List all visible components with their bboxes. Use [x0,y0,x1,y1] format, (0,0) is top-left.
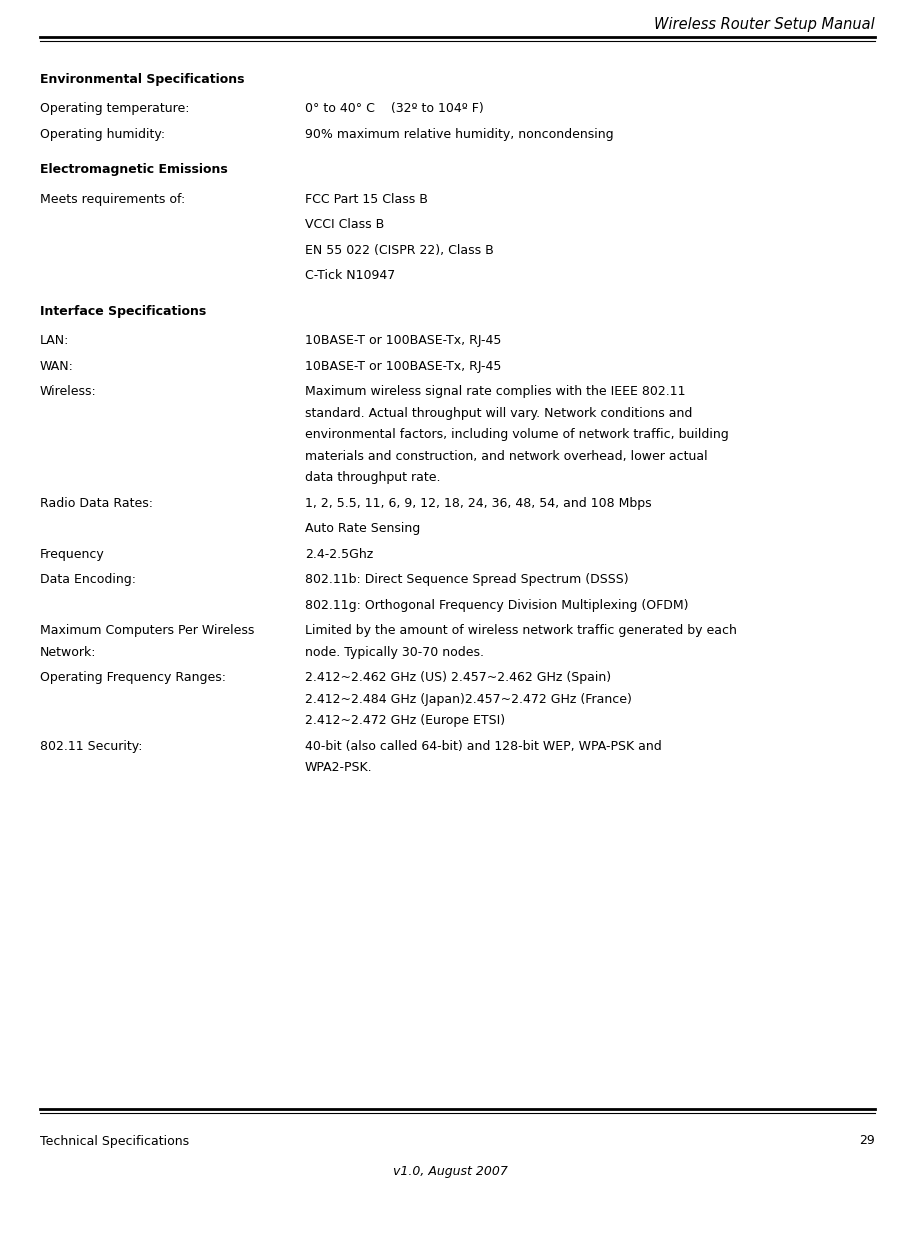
Text: Wireless Router Setup Manual: Wireless Router Setup Manual [654,17,875,32]
Text: 2.412~2.462 GHz (US) 2.457~2.462 GHz (Spain): 2.412~2.462 GHz (US) 2.457~2.462 GHz (Sp… [305,671,611,685]
Text: standard. Actual throughput will vary. Network conditions and: standard. Actual throughput will vary. N… [305,407,692,419]
Text: FCC Part 15 Class B: FCC Part 15 Class B [305,192,428,206]
Text: WAN:: WAN: [40,359,74,373]
Text: C-Tick N10947: C-Tick N10947 [305,269,396,282]
Text: Frequency: Frequency [40,547,105,560]
Text: Meets requirements of:: Meets requirements of: [40,192,186,206]
Text: Auto Rate Sensing: Auto Rate Sensing [305,522,420,535]
Text: VCCI Class B: VCCI Class B [305,218,384,231]
Text: Network:: Network: [40,646,96,658]
Text: 802.11g: Orthogonal Frequency Division Multiplexing (OFDM): 802.11g: Orthogonal Frequency Division M… [305,599,688,611]
Text: 2.412~2.484 GHz (Japan)2.457~2.472 GHz (France): 2.412~2.484 GHz (Japan)2.457~2.472 GHz (… [305,692,632,706]
Text: 802.11 Security:: 802.11 Security: [40,739,142,752]
Text: 1, 2, 5.5, 11, 6, 9, 12, 18, 24, 36, 48, 54, and 108 Mbps: 1, 2, 5.5, 11, 6, 9, 12, 18, 24, 36, 48,… [305,496,651,510]
Text: Operating Frequency Ranges:: Operating Frequency Ranges: [40,671,226,685]
Text: EN 55 022 (CISPR 22), Class B: EN 55 022 (CISPR 22), Class B [305,243,494,257]
Text: Electromagnetic Emissions: Electromagnetic Emissions [40,163,228,176]
Text: Limited by the amount of wireless network traffic generated by each: Limited by the amount of wireless networ… [305,624,737,637]
Text: 0° to 40° C    (32º to 104º F): 0° to 40° C (32º to 104º F) [305,102,484,115]
Text: WPA2-PSK.: WPA2-PSK. [305,761,373,774]
Text: Radio Data Rates:: Radio Data Rates: [40,496,153,510]
Text: environmental factors, including volume of network traffic, building: environmental factors, including volume … [305,428,729,441]
Text: 10BASE-T or 100BASE-Tx, RJ-45: 10BASE-T or 100BASE-Tx, RJ-45 [305,359,501,373]
Text: materials and construction, and network overhead, lower actual: materials and construction, and network … [305,449,707,463]
Text: 90% maximum relative humidity, noncondensing: 90% maximum relative humidity, nonconden… [305,127,614,141]
Text: 29: 29 [860,1135,875,1147]
Text: Operating humidity:: Operating humidity: [40,127,165,141]
Text: v1.0, August 2007: v1.0, August 2007 [393,1165,508,1177]
Text: Technical Specifications: Technical Specifications [40,1135,189,1147]
Text: Data Encoding:: Data Encoding: [40,574,136,586]
Text: Environmental Specifications: Environmental Specifications [40,72,244,86]
Text: 2.412~2.472 GHz (Europe ETSI): 2.412~2.472 GHz (Europe ETSI) [305,715,505,727]
Text: 802.11b: Direct Sequence Spread Spectrum (DSSS): 802.11b: Direct Sequence Spread Spectrum… [305,574,629,586]
Text: Maximum wireless signal rate complies with the IEEE 802.11: Maximum wireless signal rate complies wi… [305,385,686,398]
Text: Operating temperature:: Operating temperature: [40,102,189,115]
Text: node. Typically 30-70 nodes.: node. Typically 30-70 nodes. [305,646,484,658]
Text: 2.4-2.5Ghz: 2.4-2.5Ghz [305,547,373,560]
Text: Interface Specifications: Interface Specifications [40,304,206,318]
Text: Maximum Computers Per Wireless: Maximum Computers Per Wireless [40,624,254,637]
Text: 10BASE-T or 100BASE-Tx, RJ-45: 10BASE-T or 100BASE-Tx, RJ-45 [305,334,501,347]
Text: Wireless:: Wireless: [40,385,96,398]
Text: 40-bit (also called 64-bit) and 128-bit WEP, WPA-PSK and: 40-bit (also called 64-bit) and 128-bit … [305,739,661,752]
Text: data throughput rate.: data throughput rate. [305,471,441,484]
Text: LAN:: LAN: [40,334,69,347]
